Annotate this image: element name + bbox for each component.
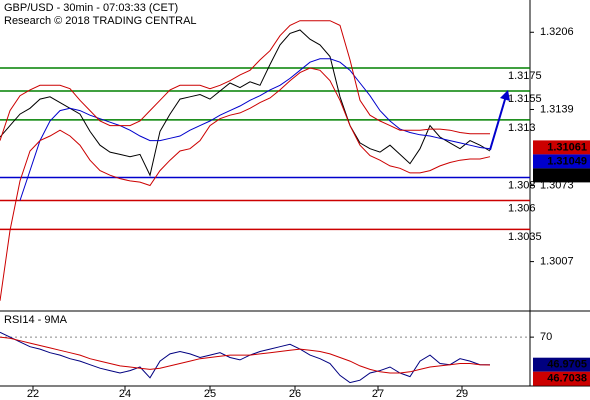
chart-subtitle: Research © 2018 TRADING CENTRAL xyxy=(4,15,197,27)
series-line xyxy=(0,29,491,177)
chart-title: GBP/USD - 30min - 07:03:33 (CET) xyxy=(4,2,178,14)
level-label: 1.306 xyxy=(508,202,536,214)
price-tag-label: 1.3103 xyxy=(553,169,587,181)
price-tag-label: 46.9705 xyxy=(547,359,587,371)
price-tag xyxy=(533,154,590,169)
price-tag xyxy=(533,357,590,372)
x-tick-label: 29 xyxy=(456,388,468,400)
x-tick-label: 25 xyxy=(204,388,216,400)
x-tick-label: 22 xyxy=(27,388,39,400)
x-tick-label: 27 xyxy=(372,388,384,400)
panel-title: RSI14 - 9MA xyxy=(4,314,68,326)
y-tick-label: 1.3206 xyxy=(540,26,574,38)
price-tag-label: 46.7038 xyxy=(547,373,587,385)
y-tick-label: 70 xyxy=(540,331,552,343)
series-line xyxy=(0,20,490,141)
price-tag xyxy=(533,371,590,386)
level-label: 1.313 xyxy=(508,122,536,134)
level-label: 1.3155 xyxy=(508,93,542,105)
level-label: 1.308 xyxy=(508,179,536,191)
series-line xyxy=(0,331,490,384)
plot-layer xyxy=(0,20,530,384)
y-tick-label: 1.3073 xyxy=(540,179,574,191)
y-tick-label: 1.3139 xyxy=(540,103,574,115)
price-tag-label: 1.31049 xyxy=(547,155,587,167)
arrow xyxy=(489,95,507,151)
price-tag xyxy=(533,140,590,155)
series-line xyxy=(0,336,491,374)
y-tick-label: 1.3007 xyxy=(540,256,574,268)
price-tag-label: 1.31061 xyxy=(547,141,587,153)
level-label: 1.3035 xyxy=(508,231,542,243)
x-tick-label: 26 xyxy=(289,388,301,400)
level-label: 1.3175 xyxy=(508,70,542,82)
series-line xyxy=(19,58,491,201)
x-tick-label: 24 xyxy=(119,388,131,400)
arrow-head xyxy=(500,90,510,101)
price-tag xyxy=(533,168,590,183)
series-line xyxy=(0,67,491,301)
